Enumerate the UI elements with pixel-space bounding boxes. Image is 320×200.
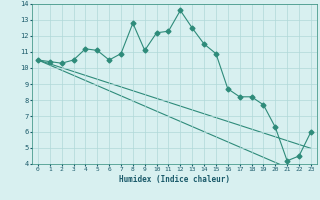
X-axis label: Humidex (Indice chaleur): Humidex (Indice chaleur) xyxy=(119,175,230,184)
